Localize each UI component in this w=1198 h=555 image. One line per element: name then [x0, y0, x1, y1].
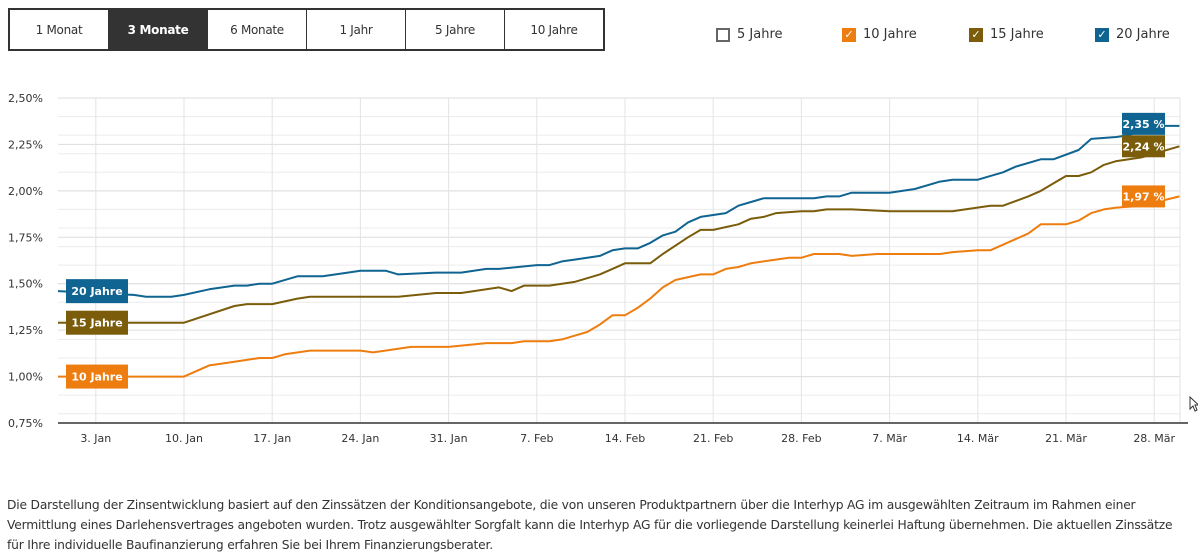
end-label-text: 1,97 % — [1123, 190, 1165, 203]
disclaimer-text: Die Darstellung der Zinsentwicklung basi… — [7, 498, 1173, 553]
start-label-text: 10 Jahre — [71, 371, 122, 384]
series-lines — [57, 124, 1180, 378]
tab-6-monate[interactable]: 6 Monate — [208, 10, 307, 49]
end-label-20-jahre: 2,35 % — [1122, 112, 1165, 135]
legend-label: 20 Jahre — [1116, 27, 1170, 42]
series-labels: 20 Jahre 15 Jahre 10 Jahre 2,35 % 2,24 % 1,97… — [66, 112, 1165, 389]
x-tick-label: 7. Mär — [872, 432, 907, 445]
y-tick-label: 1,00% — [8, 371, 43, 384]
x-tick-label: 21. Mär — [1045, 432, 1087, 445]
y-tick-label: 2,50% — [8, 92, 43, 105]
mouse-cursor-icon — [1189, 396, 1198, 412]
x-tick-label: 21. Feb — [693, 432, 733, 445]
checkbox-checked-icon[interactable]: ✓ — [842, 27, 856, 42]
y-tick-label: 2,00% — [8, 185, 43, 198]
x-tick-label: 31. Jan — [430, 432, 468, 445]
end-label-15-jahre: 2,24 % — [1122, 135, 1165, 158]
x-tick-label: 14. Mär — [957, 432, 999, 445]
interest-rate-chart: 2,50% 2,25% 2,00% 1,75% 1,50% 1,25% 1,00% 0,75%… — [8, 92, 1188, 445]
checkbox-checked-icon[interactable]: ✓ — [969, 27, 983, 42]
x-tick-label: 3. Jan — [80, 432, 111, 445]
tab-5-jahre[interactable]: 5 Jahre — [406, 10, 505, 49]
start-label-20-jahre: 20 Jahre — [66, 279, 128, 304]
series-line-10-jahre — [58, 195, 1180, 378]
x-tick-label: 24. Jan — [341, 432, 379, 445]
x-tick-label: 28. Feb — [781, 432, 821, 445]
end-label-box — [1122, 185, 1165, 208]
end-label-text: 2,24 % — [1123, 140, 1165, 153]
y-tick-label: 1,50% — [8, 278, 43, 291]
x-tick-label: 7. Feb — [520, 432, 553, 445]
y-tick-label: 2,25% — [8, 138, 43, 151]
x-tick-label: 14. Feb — [605, 432, 645, 445]
range-tabs: 1 Monat 3 Monate 6 Monate 1 Jahr 5 Jahre… — [8, 8, 605, 51]
series-line-20-jahre — [57, 124, 1180, 298]
legend-label: 15 Jahre — [990, 27, 1044, 42]
y-axis: 2,50% 2,25% 2,00% 1,75% 1,50% 1,25% 1,00% 0,75% — [8, 92, 43, 430]
x-axis: 3. Jan 10. Jan 17. Jan 24. Jan 31. Jan 7. Feb… — [58, 422, 1188, 445]
tab-1-monat[interactable]: 1 Monat — [10, 10, 109, 49]
start-label-text: 20 Jahre — [71, 285, 122, 298]
start-label-box — [66, 310, 128, 335]
end-label-box — [1122, 135, 1165, 158]
legend-toggle-5-jahre[interactable]: 5 Jahre — [716, 27, 783, 42]
x-tick-label: 17. Jan — [253, 432, 291, 445]
legend-toggle-15-jahre[interactable]: ✓ 15 Jahre — [969, 27, 1044, 42]
x-tick-label: 10. Jan — [165, 432, 203, 445]
tab-3-monate[interactable]: 3 Monate — [109, 10, 208, 49]
tab-10-jahre[interactable]: 10 Jahre — [505, 10, 603, 49]
y-tick-label: 1,75% — [8, 231, 43, 244]
start-label-box — [66, 279, 128, 304]
legend-toggle-20-jahre[interactable]: ✓ 20 Jahre — [1095, 27, 1170, 42]
end-label-10-jahre: 1,97 % — [1122, 185, 1165, 208]
y-tick-label: 1,25% — [8, 324, 43, 337]
end-label-text: 2,35 % — [1123, 118, 1165, 131]
checkbox-unchecked-icon[interactable] — [716, 27, 730, 42]
start-label-text: 15 Jahre — [71, 317, 122, 330]
start-label-15-jahre: 15 Jahre — [66, 310, 128, 335]
checkbox-checked-icon[interactable]: ✓ — [1095, 27, 1109, 42]
legend-label: 10 Jahre — [863, 27, 917, 42]
tab-1-jahr[interactable]: 1 Jahr — [307, 10, 406, 49]
grid — [58, 97, 1181, 423]
start-label-box — [66, 364, 128, 389]
legend-toggle-10-jahre[interactable]: ✓ 10 Jahre — [842, 27, 917, 42]
x-tick-label: 28. Mär — [1133, 432, 1175, 445]
series-line-15-jahre — [58, 145, 1180, 324]
y-tick-label: 0,75% — [8, 417, 43, 430]
end-label-box — [1122, 112, 1165, 135]
legend-label: 5 Jahre — [737, 27, 783, 42]
start-label-10-jahre: 10 Jahre — [66, 364, 128, 389]
